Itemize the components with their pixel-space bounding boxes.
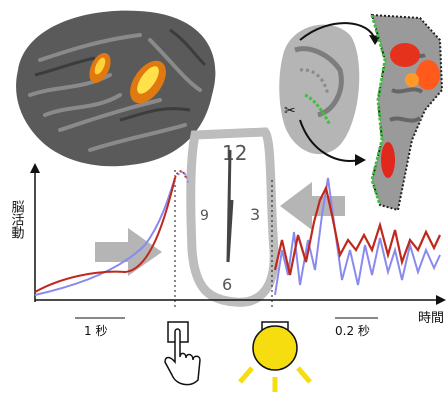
- gray-arrow: [280, 182, 345, 230]
- svg-text:3: 3: [250, 205, 260, 224]
- trace-blue: [35, 178, 175, 295]
- melting-clock: 12 3 9 6: [191, 132, 274, 302]
- x-axis-label: 時間: [418, 311, 444, 326]
- figure: ✂ 12 3 9 6 脳活動 時間 1 秒 0.: [0, 0, 446, 396]
- brain-surface: [16, 11, 215, 167]
- scale-label: 0.2 秒: [335, 324, 370, 338]
- svg-text:6: 6: [222, 275, 232, 294]
- scale-label: 1 秒: [84, 324, 107, 338]
- axis-arrow: [30, 163, 40, 173]
- y-axis-label: 脳活動: [9, 200, 25, 240]
- flat-cortex: [372, 15, 442, 210]
- svg-text:12: 12: [222, 141, 247, 165]
- brain-medial: ✂: [279, 25, 359, 155]
- trace-red: [35, 178, 175, 292]
- arrow-head: [355, 154, 366, 166]
- button-press-icon: [165, 322, 200, 385]
- axis-arrow: [436, 295, 446, 305]
- light-icon: [240, 322, 310, 392]
- svg-text:9: 9: [200, 208, 209, 224]
- scissors: ✂: [284, 103, 296, 119]
